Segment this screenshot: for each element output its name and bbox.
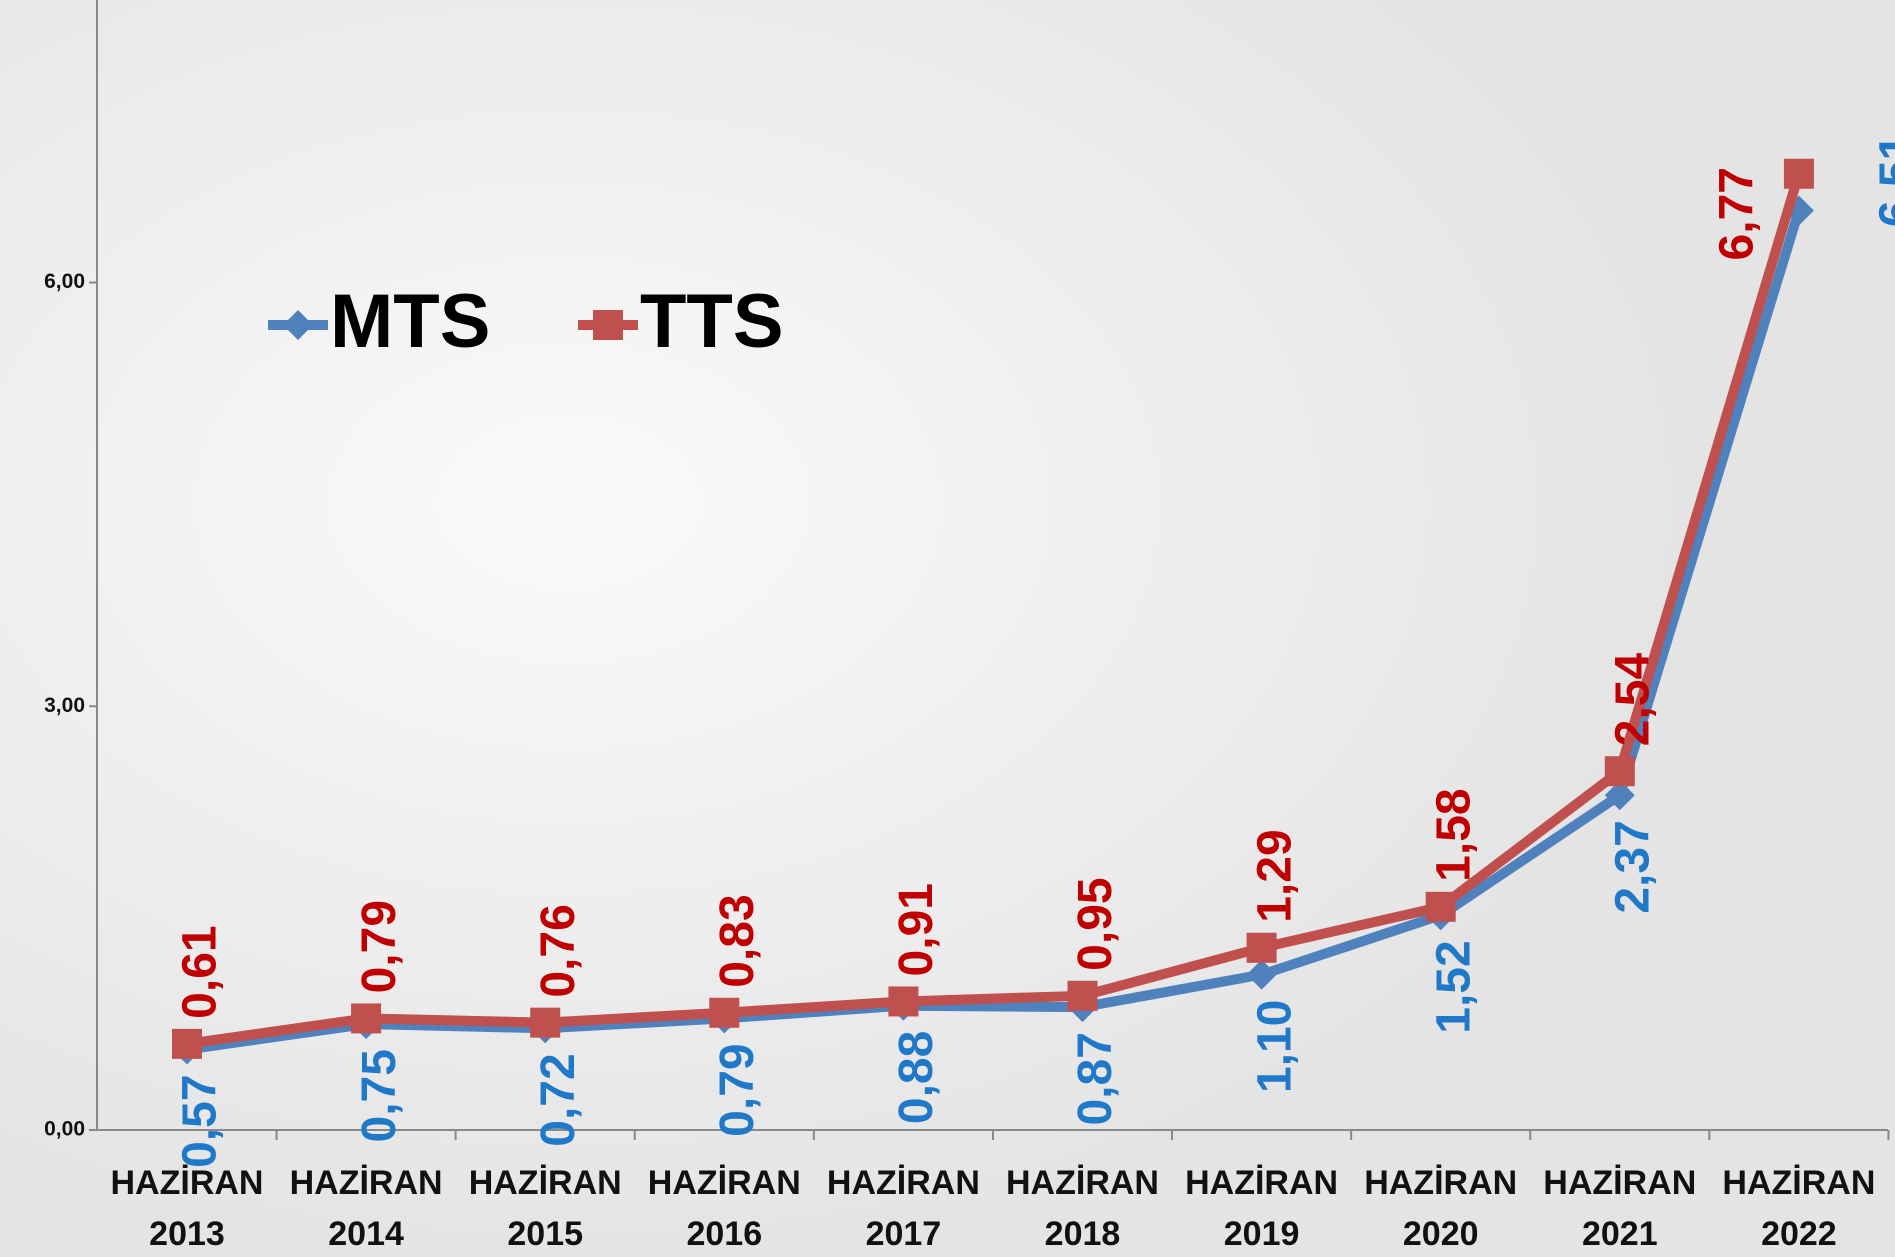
x-tick-label: 2021: [1582, 1215, 1658, 1253]
value-label: 1,10: [1248, 1000, 1301, 1093]
x-tick-label: HAZİRAN: [827, 1164, 980, 1202]
y-tick-label: 0,00: [44, 1118, 85, 1141]
value-label: 0,61: [174, 925, 227, 1018]
value-label: 1,29: [1248, 829, 1301, 922]
point: [1246, 959, 1277, 990]
x-tick-label: 2013: [149, 1215, 225, 1253]
point: [709, 997, 740, 1028]
value-label: 0,95: [1069, 877, 1122, 970]
x-tick-label: HAZİRAN: [469, 1164, 622, 1202]
x-tick-label: HAZİRAN: [1722, 1164, 1875, 1202]
point: [1067, 980, 1098, 1011]
value-label: 0,75: [353, 1049, 406, 1142]
x-tick-label: HAZİRAN: [1364, 1164, 1517, 1202]
point: [1425, 891, 1456, 922]
line: [186, 172, 1804, 1049]
x-tick-label: 2014: [328, 1215, 404, 1253]
x-tick-label: 2016: [686, 1215, 762, 1253]
value-label: 2,54: [1606, 652, 1659, 746]
line: [186, 208, 1804, 1055]
value-label: 0,76: [532, 904, 585, 997]
value-label: 6,77: [1711, 167, 1764, 260]
x-tick-label: 2015: [507, 1215, 583, 1253]
x-tick-label: 2017: [866, 1215, 942, 1253]
y-tick-label: 3,00: [44, 694, 85, 717]
x-tick-label: 2018: [1045, 1215, 1121, 1253]
value-label: 0,72: [532, 1053, 585, 1146]
value-label: 0,83: [711, 894, 764, 987]
point: [1246, 932, 1277, 963]
value-label: 0,88: [890, 1031, 943, 1124]
x-tick-label: HAZİRAN: [648, 1164, 801, 1202]
point: [351, 1003, 382, 1034]
y-tick-label: 6,00: [44, 270, 85, 293]
value-label: 1,58: [1427, 788, 1480, 881]
x-tick-label: 2020: [1403, 1215, 1479, 1253]
value-label: 0,79: [353, 900, 406, 993]
value-label: 1,52: [1427, 940, 1480, 1033]
value-label: 2,37: [1606, 820, 1659, 913]
x-tick-label: HAZİRAN: [1006, 1164, 1159, 1202]
point: [1783, 158, 1814, 189]
x-tick-label: HAZİRAN: [290, 1164, 443, 1202]
legend-label: TTS: [640, 279, 784, 364]
point: [172, 1028, 202, 1059]
x-tick-label: HAZİRAN: [1543, 1164, 1696, 1202]
x-tick-label: 2019: [1224, 1215, 1300, 1253]
x-tick-label: HAZİRAN: [1185, 1164, 1338, 1202]
value-label: 0,79: [711, 1043, 764, 1136]
point: [1604, 756, 1635, 787]
x-tick-label: HAZİRAN: [111, 1164, 264, 1202]
value-label: 0,57: [174, 1074, 227, 1167]
point: [888, 986, 919, 1017]
x-tick-label: 2022: [1761, 1215, 1837, 1253]
point: [530, 1007, 561, 1038]
value-label: 0,87: [1069, 1032, 1122, 1125]
value-label: 6,51: [1871, 134, 1895, 227]
legend-label: MTS: [330, 279, 490, 364]
value-label: 0,91: [890, 883, 943, 976]
point: [593, 310, 623, 340]
point: [283, 310, 313, 340]
point: [1604, 780, 1635, 811]
